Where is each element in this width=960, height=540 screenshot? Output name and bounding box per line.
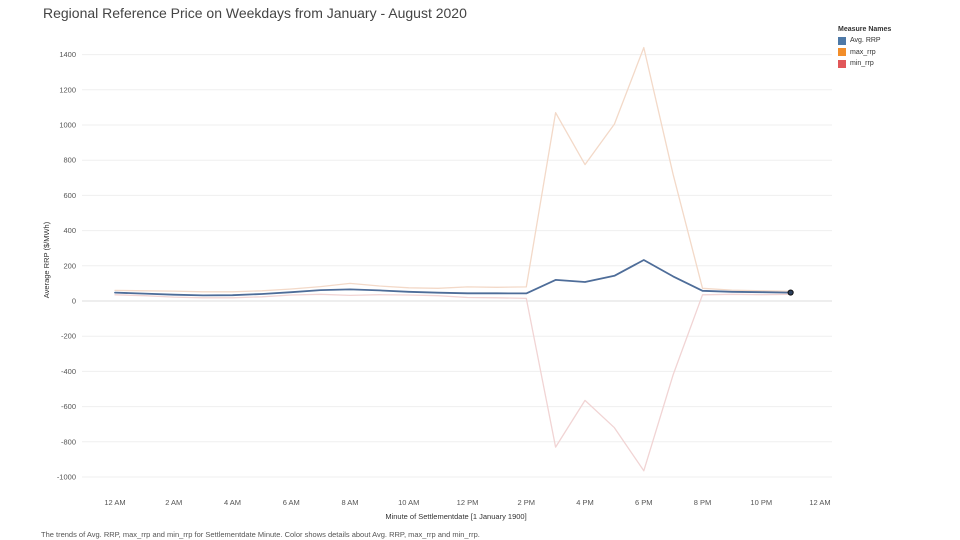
x-tick-label: 12 AM <box>104 498 125 507</box>
x-tick-label: 4 PM <box>576 498 594 507</box>
y-tick-label: -600 <box>61 402 76 411</box>
end-point-marker <box>787 289 794 296</box>
x-tick-label: 10 PM <box>750 498 772 507</box>
series-line-max-rrp <box>114 46 792 293</box>
legend: Measure Names Avg. RRP max_rrp min_rrp <box>838 26 891 70</box>
legend-swatch-min-rrp <box>838 59 846 68</box>
y-tick-label: -1000 <box>57 473 76 482</box>
legend-item-max-rrp[interactable]: max_rrp <box>838 47 891 59</box>
x-tick-label: 12 PM <box>457 498 479 507</box>
series-line-avg-rrp <box>114 259 792 297</box>
x-tick-label: 12 AM <box>809 498 830 507</box>
y-tick-label: 200 <box>63 261 76 270</box>
chart-caption: The trends of Avg. RRP, max_rrp and min_… <box>41 530 480 539</box>
legend-label: Avg. RRP <box>850 37 881 45</box>
legend-item-avg-rrp[interactable]: Avg. RRP <box>838 35 891 47</box>
legend-swatch-avg-rrp <box>838 36 846 45</box>
y-tick-label: -200 <box>61 332 76 341</box>
x-tick-label: 4 AM <box>224 498 241 507</box>
x-tick-label: 2 AM <box>165 498 182 507</box>
y-tick-label: -800 <box>61 437 76 446</box>
x-tick-label: 6 PM <box>635 498 653 507</box>
y-tick-label: 0 <box>72 297 76 306</box>
chart-title: Regional Reference Price on Weekdays fro… <box>43 5 467 21</box>
legend-item-min-rrp[interactable]: min_rrp <box>838 58 891 70</box>
x-axis-title: Minute of Settlementdate [1 January 1900… <box>385 512 526 521</box>
legend-label: min_rrp <box>850 60 874 68</box>
legend-title: Measure Names <box>838 26 892 33</box>
x-tick-label: 6 AM <box>283 498 300 507</box>
legend-swatch-max-rrp <box>838 48 846 57</box>
legend-label: max_rrp <box>850 48 876 56</box>
y-axis-title: Average RRP ($/MWh) <box>42 221 51 298</box>
x-tick-label: 2 PM <box>517 498 535 507</box>
y-tick-label: 1400 <box>59 50 76 59</box>
x-tick-label: 8 AM <box>341 498 358 507</box>
x-tick-label: 10 AM <box>398 498 419 507</box>
y-tick-label: -400 <box>61 367 76 376</box>
y-tick-label: 400 <box>63 226 76 235</box>
x-tick-label: 8 PM <box>694 498 712 507</box>
y-tick-label: 1200 <box>59 85 76 94</box>
y-tick-label: 1000 <box>59 121 76 130</box>
y-tick-label: 600 <box>63 191 76 200</box>
series-line-min-rrp <box>114 293 792 472</box>
y-tick-label: 800 <box>63 156 76 165</box>
